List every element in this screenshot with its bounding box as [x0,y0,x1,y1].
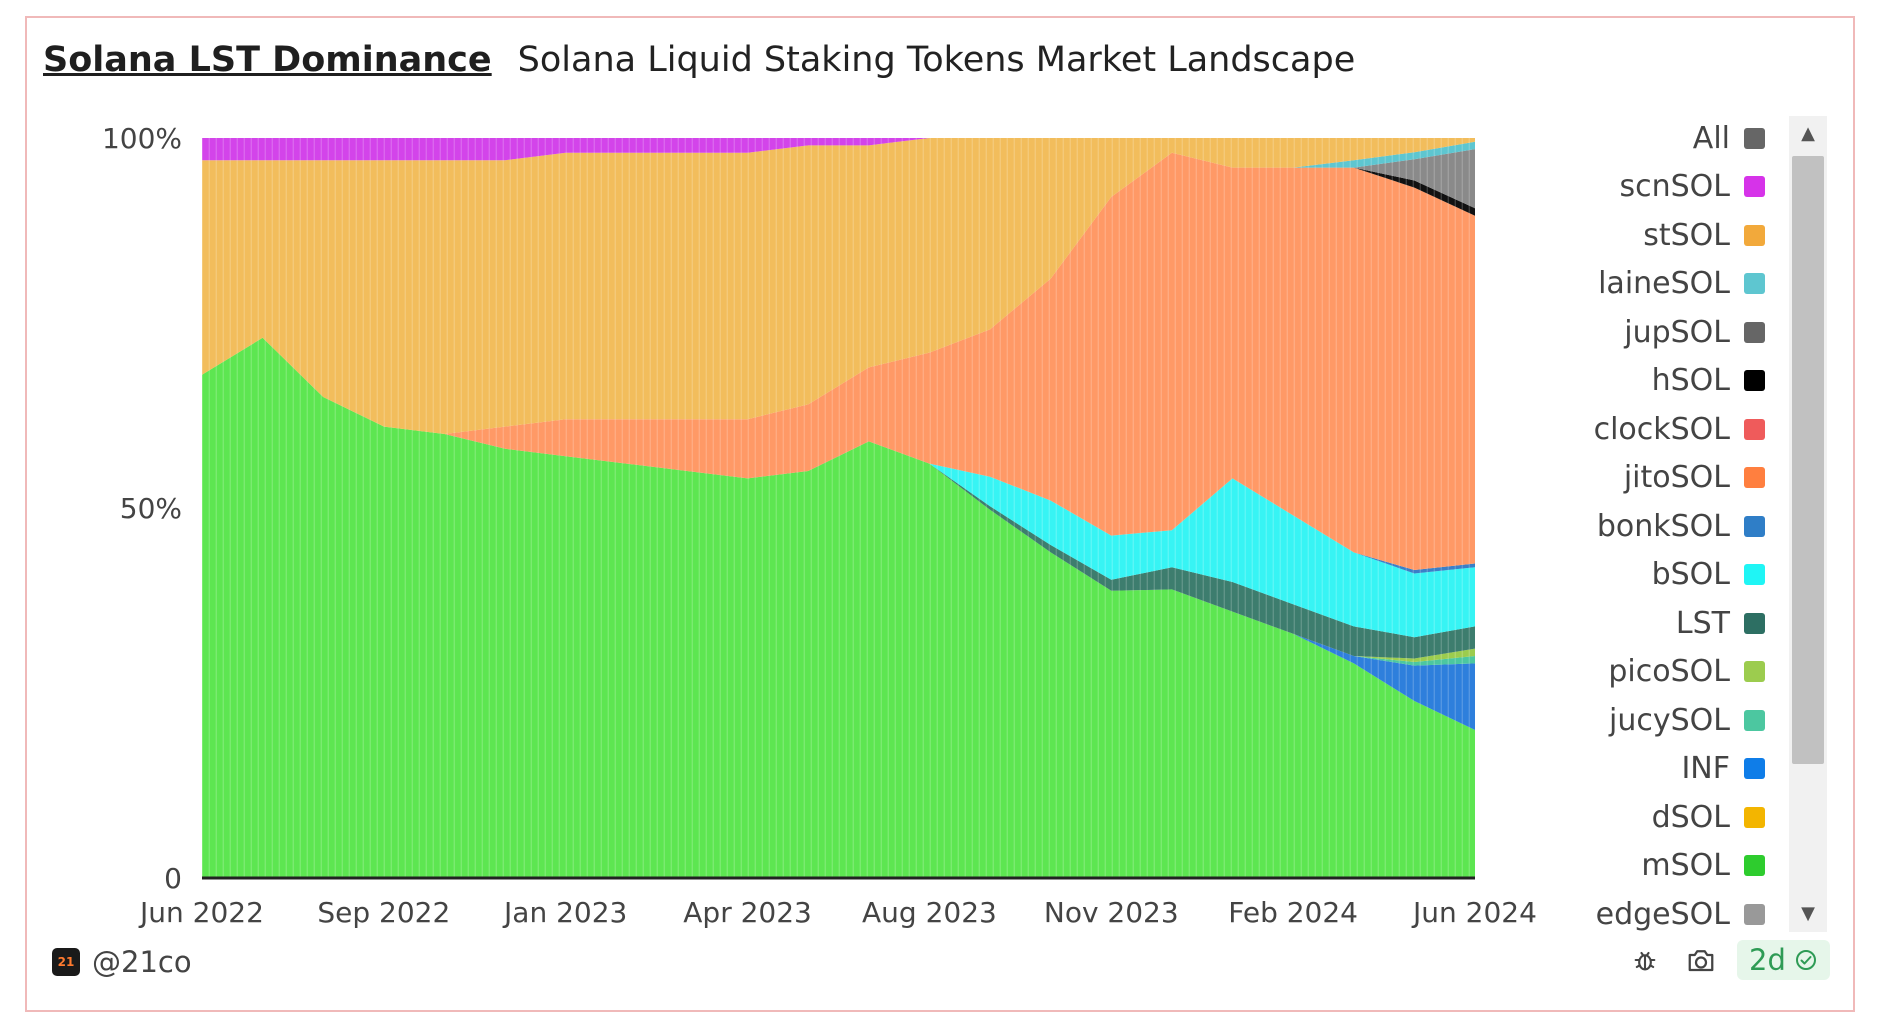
legend-item-bonkSOL[interactable]: bonkSOL [1597,506,1765,546]
legend-swatch [1744,661,1765,682]
legend-label: bonkSOL [1596,508,1730,544]
y-axis: 0 50% 100% [102,122,182,895]
camera-icon[interactable] [1681,940,1721,980]
legend-swatch [1744,224,1765,246]
bug-icon[interactable] [1625,940,1665,980]
check-circle-icon [1795,950,1816,970]
legend-label: jucySOL [1609,702,1730,738]
chart-subtitle: Solana Liquid Staking Tokens Market Land… [517,40,1356,80]
legend-item-jupSOL[interactable]: jupSOL [1624,312,1765,352]
legend-label: jupSOL [1624,314,1730,350]
x-axis: Jun 2022 Sep 2022 Jan 2023 Apr 2023 Aug 2023… [138,896,1537,929]
legend-swatch [1744,758,1765,779]
legend-item-picoSOL[interactable]: picoSOL [1608,652,1765,692]
x-tick-label: Feb 2024 [1228,896,1358,929]
x-tick-label: Aug 2023 [862,896,997,929]
legend-label: bSOL [1651,557,1730,592]
legend-item-hSOL[interactable]: hSOL [1652,361,1765,401]
legend-label: hSOL [1651,363,1730,398]
legend-scrollbar[interactable]: ▲ ▼ [1789,116,1827,932]
legend-item-bSOL[interactable]: bSOL [1652,555,1765,595]
legend-item-clockSOL[interactable]: clockSOL [1594,409,1765,449]
legend-item-mSOL[interactable]: mSOL [1641,846,1765,886]
y-tick-label: 0 [164,862,182,895]
legend-label: mSOL [1641,848,1730,883]
legend-label: LST [1675,605,1730,641]
legend-item-jucySOL[interactable]: jucySOL [1609,700,1765,740]
legend-label: clockSOL [1593,411,1730,447]
legend-label: picoSOL [1608,654,1730,689]
legend-swatch [1744,855,1765,876]
legend-label: edgeSOL [1595,896,1730,932]
scroll-up-arrow-icon[interactable]: ▲ [1801,123,1815,144]
legend-swatch [1744,612,1765,634]
y-tick-label: 50% [120,492,182,525]
legend-label: jitoSOL [1623,460,1730,495]
legend-label: scnSOL [1619,169,1730,204]
scroll-thumb[interactable] [1792,156,1824,764]
legend-swatch [1744,176,1765,197]
legend-label: dSOL [1651,799,1730,835]
legend-item-laineSOL[interactable]: laineSOL [1598,264,1765,304]
legend-label: INF [1681,751,1730,786]
x-tick-label: Jun 2022 [138,896,264,929]
legend-label: All [1692,120,1730,156]
chart-legend: All scnSOL stSOL laineSOL jupSOL hSOL clockSOL… [1585,118,1783,934]
legend-swatch [1744,709,1765,731]
legend-item-stSOL[interactable]: stSOL [1643,215,1765,255]
legend-swatch [1744,273,1765,294]
chart-title[interactable]: Solana LST Dominance [43,40,492,80]
legend-swatch [1744,515,1765,537]
legend-item-scnSOL[interactable]: scnSOL [1619,167,1765,207]
legend-swatch [1744,467,1765,488]
author-link[interactable]: 21 @21co [52,945,192,979]
bar-stripe-overlay [202,138,1475,878]
author-logo-icon: 21 [52,948,80,976]
legend-swatch [1744,418,1765,440]
x-tick-label: Nov 2023 [1044,896,1179,929]
data-age-badge[interactable]: 2d [1737,940,1830,980]
x-tick-label: Sep 2022 [317,896,450,929]
scroll-down-arrow-icon[interactable]: ▼ [1801,903,1815,924]
chart-actions: 2d [1625,940,1830,980]
legend-item-INF[interactable]: INF [1681,749,1765,789]
x-tick-label: Jun 2024 [1411,896,1537,929]
legend-item-edgeSOL[interactable]: edgeSOL [1596,894,1765,934]
x-tick-label: Apr 2023 [683,896,812,929]
legend-swatch [1744,903,1765,925]
legend-item-jitoSOL[interactable]: jitoSOL [1624,458,1765,498]
legend-swatch [1744,321,1765,343]
legend-item-All[interactable]: All [1693,118,1765,158]
legend-label: laineSOL [1598,266,1730,301]
legend-swatch [1744,127,1765,149]
legend-label: stSOL [1643,217,1730,253]
author-name[interactable]: @21co [92,945,192,979]
legend-item-LST[interactable]: LST [1676,603,1765,643]
legend-swatch [1744,370,1765,391]
chart-header: Solana LST Dominance Solana Liquid Stakin… [43,38,1355,82]
legend-swatch [1744,564,1765,585]
x-tick-label: Jan 2023 [502,896,627,929]
y-tick-label: 100% [102,122,182,155]
legend-swatch [1744,806,1765,828]
data-age-text: 2d [1749,943,1786,977]
legend-item-dSOL[interactable]: dSOL [1652,797,1765,837]
